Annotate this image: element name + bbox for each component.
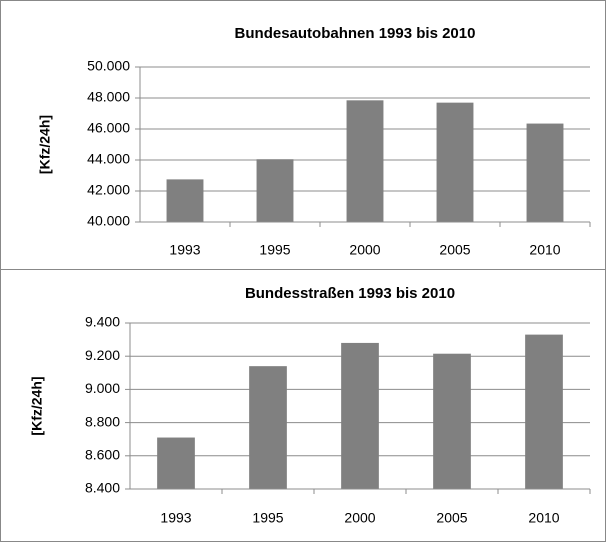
chart-frame (0, 0, 606, 270)
x-tick-label: 2000 (349, 242, 380, 258)
bar (526, 123, 564, 222)
x-tick-label: 1995 (259, 242, 290, 258)
y-tick-label: 46.000 (87, 120, 130, 136)
bar (525, 334, 563, 489)
y-tick-label: 8.600 (85, 447, 120, 463)
chart-frame (0, 269, 606, 542)
bar (346, 100, 384, 222)
bar (433, 353, 471, 489)
x-tick-label: 2010 (529, 242, 560, 258)
x-tick-label: 1993 (169, 242, 200, 258)
y-tick-label: 48.000 (87, 89, 130, 105)
y-tick-label: 9.200 (85, 347, 120, 363)
bar (166, 179, 204, 222)
x-tick-label: 1995 (252, 510, 283, 526)
y-tick-label: 44.000 (87, 151, 130, 167)
y-tick-label: 40.000 (87, 213, 130, 229)
x-tick-label: 2010 (528, 510, 559, 526)
bar (436, 102, 474, 222)
bar (157, 437, 195, 489)
chart-title: Bundesstraßen 1993 bis 2010 (245, 285, 455, 302)
x-tick-label: 1993 (160, 510, 191, 526)
chart-title: Bundesautobahnen 1993 bis 2010 (235, 25, 476, 42)
bar (249, 366, 287, 489)
y-tick-label: 50.000 (87, 58, 130, 74)
bar (341, 342, 379, 489)
x-tick-label: 2005 (436, 510, 467, 526)
y-tick-label: 8.400 (85, 480, 120, 496)
y-tick-label: 8.800 (85, 413, 120, 429)
bar (256, 159, 294, 222)
x-tick-label: 2000 (344, 510, 375, 526)
y-tick-label: 9.000 (85, 380, 120, 396)
y-axis-label: [Kfz/24h] (37, 115, 53, 174)
y-axis-label: [Kfz/24h] (29, 376, 45, 435)
y-tick-label: 9.400 (85, 314, 120, 330)
x-tick-label: 2005 (439, 242, 470, 258)
y-tick-label: 42.000 (87, 182, 130, 198)
